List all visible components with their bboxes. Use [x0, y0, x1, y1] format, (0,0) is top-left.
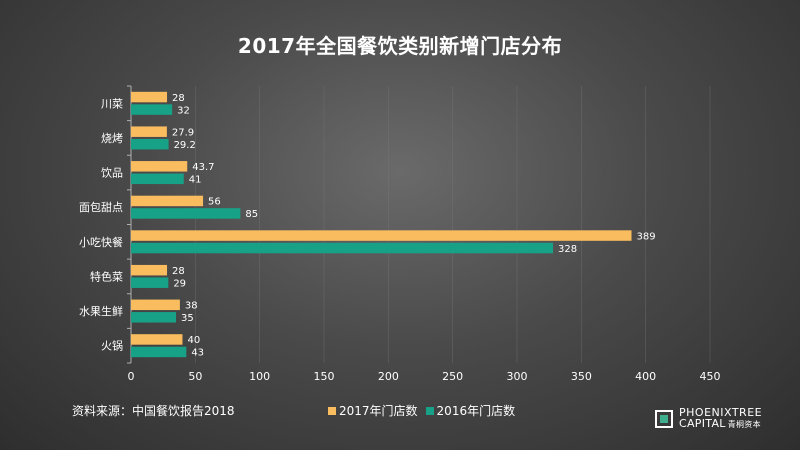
x-tick-label: 300: [507, 370, 528, 383]
data-label-2017: 28: [172, 266, 185, 277]
legend-label-2016: 2016年门店数: [436, 404, 516, 418]
data-label-2017: 40: [187, 335, 200, 346]
bar-2016: [131, 277, 169, 288]
data-label-2017: 56: [208, 197, 221, 208]
bar-2017: [131, 334, 183, 345]
data-label-2017: 38: [185, 301, 198, 312]
bar-2017: [131, 299, 180, 311]
data-label-2017: 27.9: [172, 127, 194, 138]
bar-2017: [131, 195, 204, 207]
bar-2016: [131, 104, 173, 115]
brand-name-line1: PHOENIXTREE: [679, 406, 763, 419]
category-label: 水果生鲜: [79, 304, 123, 318]
brand-name-line2: CAPITAL: [679, 417, 726, 430]
x-tick-label: 200: [378, 370, 399, 383]
source-note: 资料来源：中国餐饮报告2018: [72, 404, 235, 418]
bar-2017: [131, 126, 167, 137]
x-tick-label: 400: [635, 370, 656, 383]
category-label: 火锅: [101, 340, 123, 353]
data-label-2016: 41: [189, 175, 202, 186]
legend-entry-2017: 2017年门店数: [328, 402, 418, 419]
category-label: 面包甜点: [79, 201, 123, 214]
bar-2016: [131, 173, 184, 185]
legend-entry-2016: 2016年门店数: [425, 402, 516, 419]
bar-2017: [131, 161, 188, 172]
data-label-2016: 43: [191, 348, 204, 359]
x-tick-label: 450: [700, 370, 721, 383]
data-label-2017: 389: [637, 231, 656, 242]
data-label-2016: 85: [245, 209, 258, 220]
bar-2016: [131, 208, 241, 219]
x-tick-label: 0: [128, 370, 135, 383]
category-label: 川菜: [101, 97, 123, 110]
x-tick-label: 250: [442, 370, 463, 383]
bar-2017: [131, 91, 168, 103]
category-label: 特色菜: [90, 269, 123, 283]
legend-swatch-2017: [328, 406, 336, 415]
category-label: 小吃快餐: [79, 235, 123, 249]
legend: 2017年门店数 2016年门店数: [328, 402, 515, 419]
data-label-2017: 28: [172, 93, 185, 104]
bar-2017: [131, 230, 632, 241]
x-tick-label: 150: [314, 370, 335, 383]
data-label-2016: 29: [173, 278, 186, 289]
brand-mark-icon: [655, 409, 673, 428]
brand-name-cn: 青桐资本: [727, 420, 761, 429]
bar-2016: [131, 138, 169, 150]
legend-swatch-2016: [425, 406, 434, 415]
data-label-2016: 32: [177, 105, 190, 116]
bar-2016: [131, 346, 187, 358]
data-label-2017: 43.7: [192, 162, 214, 173]
bar-2017: [131, 264, 168, 276]
category-label: 烧烤: [101, 131, 123, 145]
data-label-2016: 29.2: [174, 140, 196, 151]
x-tick-label: 100: [249, 370, 270, 383]
bar-2016: [131, 242, 554, 254]
data-label-2016: 35: [181, 313, 194, 324]
bar-2016: [131, 312, 177, 323]
x-tick-label: 350: [571, 370, 592, 383]
x-tick-label: 50: [188, 370, 202, 383]
category-label: 饮品: [101, 167, 123, 180]
chart-title: 2017年全国餐饮类别新增门店分布: [237, 34, 563, 58]
brand-logo: PHOENIXTREE CAPITAL 青桐资本: [655, 407, 762, 430]
data-label-2016: 328: [558, 244, 577, 255]
brand-text: PHOENIXTREE CAPITAL 青桐资本: [679, 407, 762, 430]
legend-label-2017: 2017年门店数: [339, 404, 418, 418]
